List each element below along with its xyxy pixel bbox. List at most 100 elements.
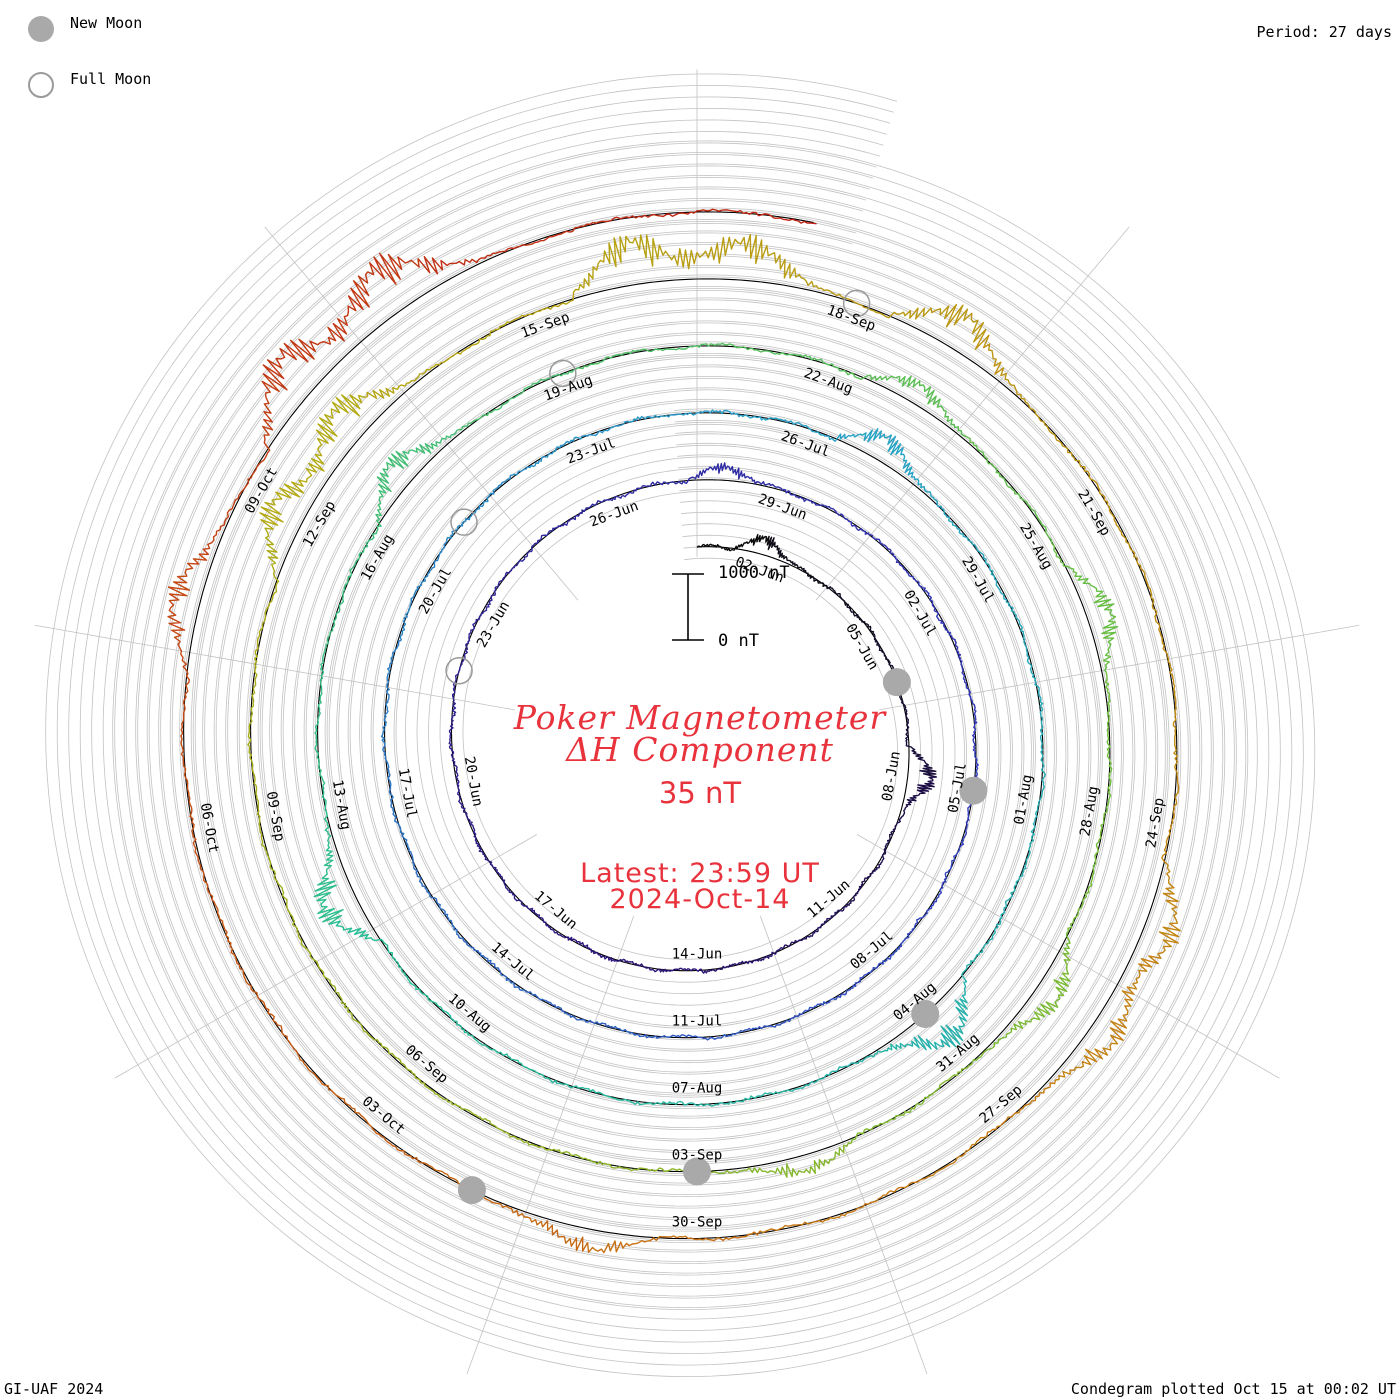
data-trace-segment [584, 481, 671, 510]
data-trace-segment [1103, 672, 1113, 815]
data-trace-segment [900, 700, 937, 778]
data-trace-segment [841, 369, 964, 437]
data-trace-segment [782, 906, 848, 949]
new-moon-marker [683, 1157, 711, 1186]
data-trace-segment [1083, 466, 1158, 614]
data-trace-segment [742, 997, 838, 1032]
date-label: 27-Sep [977, 1082, 1026, 1127]
data-trace-segment [630, 961, 710, 974]
data-trace-segment [913, 578, 962, 661]
data-trace-segment [586, 1230, 761, 1254]
data-trace-segment [959, 659, 978, 754]
chart-subtitle: ΔH Component [566, 730, 834, 769]
scale-bar [672, 573, 704, 641]
data-trace-segment [527, 420, 630, 469]
new-moon-legend-label: New Moon [70, 14, 143, 32]
grid-spiral-line [137, 165, 1224, 1286]
data-trace-segment [328, 920, 442, 1008]
data-trace-segment [417, 220, 603, 275]
date-label: 03-Sep [672, 1148, 723, 1164]
data-trace-segment [198, 373, 280, 556]
data-trace-segment [314, 655, 326, 787]
date-label: 31-Aug [933, 1031, 982, 1076]
data-trace-segment [545, 999, 642, 1038]
current-value: 35 nT [658, 776, 742, 810]
data-trace-segment [366, 321, 511, 399]
grid-radial-line [34, 624, 515, 711]
full-moon-legend-label: Full Moon [70, 70, 152, 88]
data-trace-segment [462, 938, 546, 1002]
grid-spiral-line [45, 73, 1316, 1378]
grid-spiral-line [68, 96, 1293, 1355]
data-trace-segment [974, 328, 1086, 468]
data-trace-segment [708, 947, 784, 973]
data-trace-segment [821, 287, 987, 343]
data-trace-segment [910, 848, 961, 933]
data-trace-segment [766, 536, 826, 588]
data-trace-segment [426, 1086, 562, 1154]
grid-spiral-line [171, 199, 1189, 1251]
data-trace-segment [261, 839, 326, 978]
data-trace-segment [906, 947, 985, 1051]
data-trace-segment [971, 952, 1071, 1063]
data-trace [167, 208, 1181, 1254]
data-trace-segment [706, 1142, 852, 1178]
new-moon-legend-icon [28, 16, 54, 42]
date-label: 25-Aug [1016, 520, 1055, 572]
data-trace-segment [382, 745, 410, 850]
date-label: 10-Aug [445, 991, 494, 1036]
grid-spiral-line [79, 107, 1281, 1343]
date-label: 07-Aug [672, 1081, 723, 1097]
data-trace-segment [1010, 606, 1044, 720]
grid-spiral-line [125, 153, 1235, 1297]
data-trace-segment [516, 509, 586, 565]
data-trace-segment [468, 564, 518, 636]
data-trace-segment [167, 553, 208, 734]
grid-radial-line [879, 624, 1360, 711]
credit-label: GI-UAF 2024 [4, 1380, 104, 1398]
data-trace-segment [252, 527, 280, 688]
grid-spiral-line [102, 130, 1258, 1320]
data-trace-segment [1158, 775, 1181, 948]
data-trace-segment [1154, 612, 1179, 776]
data-trace-segment [669, 462, 761, 485]
data-trace-segment [790, 1042, 907, 1092]
latest-time: Latest: 23:59 UT [580, 858, 820, 889]
data-trace-segment [313, 785, 344, 925]
data-trace-segment [262, 252, 420, 391]
data-trace-segment [322, 533, 375, 656]
grid-spiral-line [160, 188, 1201, 1263]
scale-top-label: 1000 nT [718, 563, 790, 583]
data-trace-segment [1055, 946, 1166, 1081]
data-trace-segment [759, 481, 845, 519]
data-trace-segment [509, 234, 660, 323]
data-trace-segment [740, 414, 856, 442]
data-trace-segment [963, 434, 1053, 543]
grid-radial-line [815, 226, 1130, 601]
data-trace-segment [380, 639, 402, 746]
date-label: 05-Jun [842, 621, 881, 673]
new-moon-marker [457, 1176, 486, 1205]
grid-radial-line [264, 226, 579, 601]
data-trace-segment [759, 1179, 921, 1234]
data-trace-segment [641, 1029, 744, 1041]
date-label: 30-Sep [672, 1215, 723, 1231]
date-label: 11-Jul [672, 1014, 723, 1030]
data-trace-segment [446, 466, 528, 542]
date-label: 02-Jul [900, 588, 939, 640]
new-moon-marker [882, 668, 911, 697]
date-label: 16-Aug [358, 532, 397, 584]
date-label: 29-Jun [756, 491, 809, 523]
data-trace-segment [658, 233, 822, 290]
data-trace-segment [448, 718, 461, 804]
data-trace-segment [499, 874, 558, 934]
data-trace-segment [431, 1166, 589, 1252]
data-trace-segment [850, 1062, 973, 1144]
latest-date: 2024-Oct-14 [609, 884, 791, 915]
data-trace-segment [556, 932, 632, 963]
data-trace-segment [324, 976, 428, 1088]
date-label: 12-Sep [300, 498, 339, 550]
data-trace-segment [459, 802, 501, 876]
grid-spiral-line [91, 119, 1270, 1332]
